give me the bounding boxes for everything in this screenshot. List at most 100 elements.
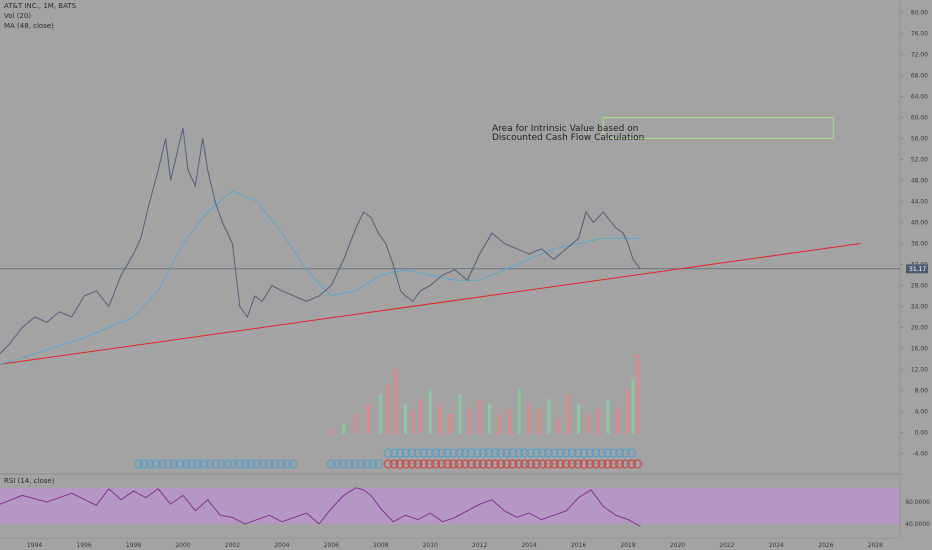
event-marker[interactable]	[484, 448, 494, 458]
event-marker[interactable]	[326, 459, 336, 469]
event-marker[interactable]	[626, 459, 636, 469]
event-marker[interactable]	[496, 448, 506, 458]
event-marker[interactable]	[585, 448, 595, 458]
event-marker[interactable]	[537, 459, 547, 469]
event-marker[interactable]	[585, 459, 595, 469]
event-marker[interactable]	[597, 459, 607, 469]
event-marker[interactable]	[413, 459, 423, 469]
trend-line[interactable]	[0, 243, 861, 365]
event-marker[interactable]	[270, 459, 280, 469]
event-marker[interactable]	[199, 459, 209, 469]
event-marker[interactable]	[520, 448, 530, 458]
event-marker[interactable]	[591, 459, 601, 469]
event-marker[interactable]	[157, 459, 167, 469]
event-marker[interactable]	[502, 448, 512, 458]
volume-legend[interactable]: Vol (20)	[4, 12, 32, 20]
event-marker[interactable]	[193, 459, 203, 469]
ma-legend[interactable]: MA (48, close)	[4, 22, 54, 30]
event-marker[interactable]	[466, 448, 476, 458]
event-marker[interactable]	[561, 448, 571, 458]
event-marker[interactable]	[425, 448, 435, 458]
event-marker[interactable]	[344, 459, 354, 469]
event-marker[interactable]	[626, 448, 636, 458]
event-marker[interactable]	[460, 459, 470, 469]
event-marker[interactable]	[615, 448, 625, 458]
event-marker[interactable]	[573, 459, 583, 469]
event-marker[interactable]	[163, 459, 173, 469]
event-marker[interactable]	[520, 459, 530, 469]
event-marker[interactable]	[139, 459, 149, 469]
event-marker[interactable]	[264, 459, 274, 469]
event-marker[interactable]	[591, 448, 601, 458]
event-marker[interactable]	[276, 459, 286, 469]
event-marker[interactable]	[573, 448, 583, 458]
event-marker[interactable]	[395, 448, 405, 458]
event-marker[interactable]	[228, 459, 238, 469]
event-marker[interactable]	[407, 459, 417, 469]
event-marker[interactable]	[258, 459, 268, 469]
event-marker[interactable]	[205, 459, 215, 469]
event-marker[interactable]	[401, 448, 411, 458]
event-marker[interactable]	[454, 448, 464, 458]
event-marker[interactable]	[362, 459, 372, 469]
event-marker[interactable]	[240, 459, 250, 469]
event-marker[interactable]	[508, 459, 518, 469]
event-marker[interactable]	[621, 448, 631, 458]
event-marker[interactable]	[383, 459, 393, 469]
event-marker[interactable]	[169, 459, 179, 469]
event-marker[interactable]	[549, 459, 559, 469]
event-marker[interactable]	[478, 448, 488, 458]
event-marker[interactable]	[597, 448, 607, 458]
event-marker[interactable]	[508, 448, 518, 458]
event-marker[interactable]	[615, 459, 625, 469]
event-marker[interactable]	[431, 448, 441, 458]
event-marker[interactable]	[472, 448, 482, 458]
event-marker[interactable]	[514, 459, 524, 469]
event-marker[interactable]	[567, 459, 577, 469]
event-marker[interactable]	[532, 459, 542, 469]
rsi-legend[interactable]: RSI (14, close)	[4, 477, 55, 485]
event-marker[interactable]	[133, 459, 143, 469]
event-marker[interactable]	[181, 459, 191, 469]
event-marker[interactable]	[443, 448, 453, 458]
event-marker[interactable]	[543, 459, 553, 469]
event-marker[interactable]	[603, 459, 613, 469]
event-marker[interactable]	[502, 459, 512, 469]
event-marker[interactable]	[460, 448, 470, 458]
event-marker[interactable]	[419, 459, 429, 469]
event-marker[interactable]	[609, 459, 619, 469]
event-marker[interactable]	[389, 448, 399, 458]
event-marker[interactable]	[537, 448, 547, 458]
event-marker[interactable]	[490, 459, 500, 469]
event-marker[interactable]	[401, 459, 411, 469]
event-marker[interactable]	[431, 459, 441, 469]
event-marker[interactable]	[175, 459, 185, 469]
event-marker[interactable]	[543, 448, 553, 458]
event-marker[interactable]	[332, 459, 342, 469]
event-marker[interactable]	[437, 448, 447, 458]
event-marker[interactable]	[567, 448, 577, 458]
event-marker[interactable]	[561, 459, 571, 469]
event-markers[interactable]	[133, 448, 642, 469]
event-marker[interactable]	[496, 459, 506, 469]
event-marker[interactable]	[478, 459, 488, 469]
event-marker[interactable]	[448, 448, 458, 458]
event-marker[interactable]	[579, 459, 589, 469]
event-marker[interactable]	[526, 448, 536, 458]
event-marker[interactable]	[222, 459, 232, 469]
event-marker[interactable]	[145, 459, 155, 469]
event-marker[interactable]	[579, 448, 589, 458]
event-marker[interactable]	[532, 448, 542, 458]
event-marker[interactable]	[151, 459, 161, 469]
event-marker[interactable]	[555, 459, 565, 469]
event-marker[interactable]	[437, 459, 447, 469]
event-marker[interactable]	[350, 459, 360, 469]
event-marker[interactable]	[466, 459, 476, 469]
event-marker[interactable]	[368, 459, 378, 469]
event-marker[interactable]	[454, 459, 464, 469]
event-marker[interactable]	[526, 459, 536, 469]
event-marker[interactable]	[356, 459, 366, 469]
event-marker[interactable]	[395, 459, 405, 469]
event-marker[interactable]	[211, 459, 221, 469]
event-marker[interactable]	[282, 459, 292, 469]
